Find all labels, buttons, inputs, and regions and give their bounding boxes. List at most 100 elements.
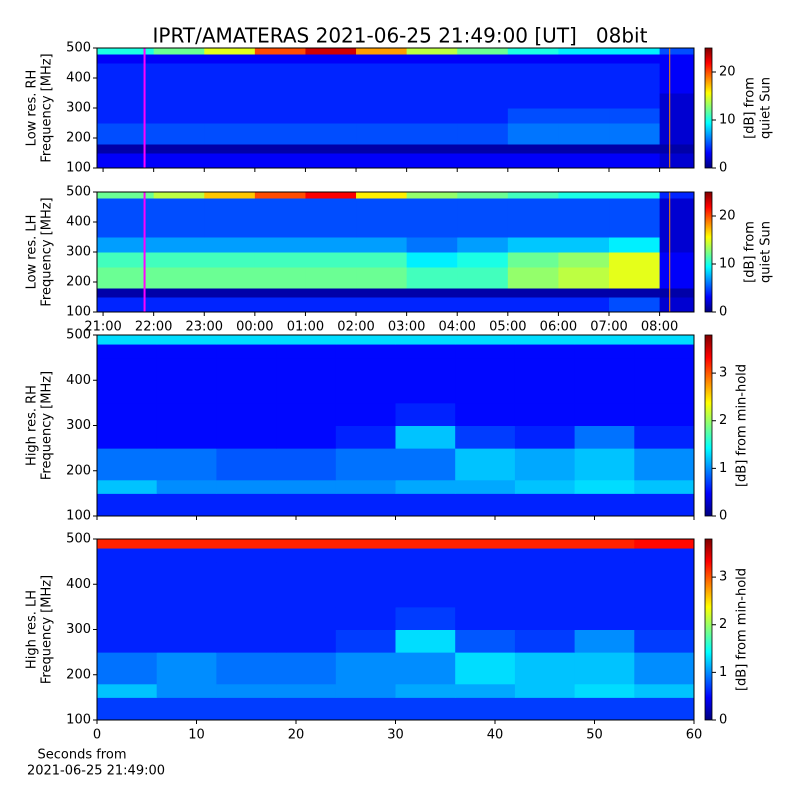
heatmap-cell	[659, 297, 695, 313]
heatmap-cell	[574, 548, 635, 563]
heatmap-cell	[457, 153, 509, 169]
heatmap-cell	[659, 63, 695, 94]
x-tick-label: 22:00	[135, 320, 172, 335]
heatmap-cell	[406, 192, 458, 199]
heatmap-cell	[507, 192, 559, 199]
heatmap-cell	[514, 402, 576, 426]
colorbar-tick-label: 3	[719, 366, 727, 381]
heatmap-cell	[216, 402, 277, 426]
heatmap-cell	[276, 548, 337, 563]
heatmap-cell	[406, 144, 458, 154]
x-tick-label: 04:00	[438, 320, 475, 335]
heatmap-cell	[97, 344, 158, 359]
heatmap-cell	[659, 192, 695, 199]
heatmap-cell	[659, 252, 695, 268]
heatmap-cell	[634, 425, 695, 449]
heatmap-cell	[558, 288, 610, 298]
heatmap-cell	[153, 144, 205, 154]
heatmap-cell	[609, 93, 661, 109]
heatmap-cell	[507, 123, 559, 145]
heatmap-cell	[507, 144, 559, 154]
heatmap-cell	[97, 479, 158, 494]
colorbar	[704, 538, 713, 721]
colorbar	[704, 47, 713, 169]
heatmap-cell	[216, 683, 277, 698]
heatmap-cell	[156, 479, 217, 494]
heatmap-cell	[574, 344, 635, 359]
heatmap-cell	[216, 629, 277, 653]
heatmap-cell	[455, 697, 516, 721]
heatmap-cell	[356, 288, 408, 298]
colorbar-tick-label: 0	[719, 305, 727, 320]
heatmap-cell	[305, 153, 357, 169]
heatmap-cell	[335, 629, 396, 653]
heatmap-cell	[457, 63, 509, 94]
heatmap-cell	[457, 297, 509, 313]
heatmap-cell	[153, 48, 205, 55]
heatmap-cell	[204, 48, 256, 55]
heatmap-cell	[97, 425, 158, 449]
heatmap-cell	[514, 606, 576, 630]
heatmap-cell	[204, 237, 256, 253]
heatmap-cell	[97, 539, 158, 549]
heatmap-cell	[558, 267, 610, 289]
heatmap-cell	[356, 93, 408, 109]
heatmap-cell	[659, 207, 695, 238]
heatmap-cell	[305, 93, 357, 109]
heatmap-cell	[216, 697, 277, 721]
heatmap-cell	[507, 108, 559, 124]
heatmap-cell	[609, 252, 661, 268]
heatmap-cell	[204, 297, 256, 313]
heatmap-cell	[254, 153, 306, 169]
heatmap-cell	[395, 448, 456, 481]
y-tick-label: 400	[66, 373, 91, 388]
heatmap-cell	[216, 606, 277, 630]
heatmap-cell	[659, 267, 695, 289]
heatmap-cell	[305, 288, 357, 298]
heatmap-cell	[455, 606, 516, 630]
heatmap-cell	[395, 683, 456, 698]
heatmap-cell	[305, 207, 357, 238]
y-tick-label: 200	[66, 463, 91, 478]
colorbar-tick-label: 1	[719, 461, 727, 476]
heatmap-cell	[455, 335, 516, 345]
heatmap-cell	[609, 267, 661, 289]
heatmap-cell	[659, 198, 695, 208]
heatmap-cell	[204, 63, 256, 94]
heatmap-cell	[356, 192, 408, 199]
heatmap-cell	[254, 63, 306, 94]
x-tick-label: 20	[288, 728, 305, 743]
heatmap-cell	[457, 198, 509, 208]
heatmap-cell	[507, 288, 559, 298]
heatmap-cell	[406, 93, 458, 109]
heatmap-cell	[254, 108, 306, 124]
heatmap-cell	[634, 548, 695, 563]
heatmap-cell	[356, 207, 408, 238]
heatmap-cell	[204, 192, 256, 199]
x-tick-label: 08:00	[641, 320, 678, 335]
heatmap-cell	[276, 539, 337, 549]
heatmap-cell	[634, 448, 695, 481]
heatmap-cell	[406, 237, 458, 253]
heatmap-cell	[305, 252, 357, 268]
heatmap-cell	[514, 357, 576, 404]
heatmap-cell	[97, 267, 155, 289]
heatmap-cell	[406, 48, 458, 55]
heatmap-cell	[609, 123, 661, 145]
heatmap-cell	[156, 448, 217, 481]
heatmap-cell	[305, 198, 357, 208]
heatmap-cell	[204, 207, 256, 238]
heatmap-cell	[514, 493, 576, 517]
colorbar-label: quiet Sun	[759, 77, 774, 139]
heatmap-cell	[156, 425, 217, 449]
heatmap-cell	[558, 153, 610, 169]
colorbar-tick-label: 0	[719, 161, 727, 176]
heatmap-cell	[395, 697, 456, 721]
heatmap-cell	[204, 93, 256, 109]
x-tick-label: 07:00	[590, 320, 627, 335]
heatmap-cell	[356, 267, 408, 289]
heatmap-cell	[558, 123, 610, 145]
heatmap-cell	[204, 288, 256, 298]
y-tick-label: 500	[66, 41, 91, 56]
